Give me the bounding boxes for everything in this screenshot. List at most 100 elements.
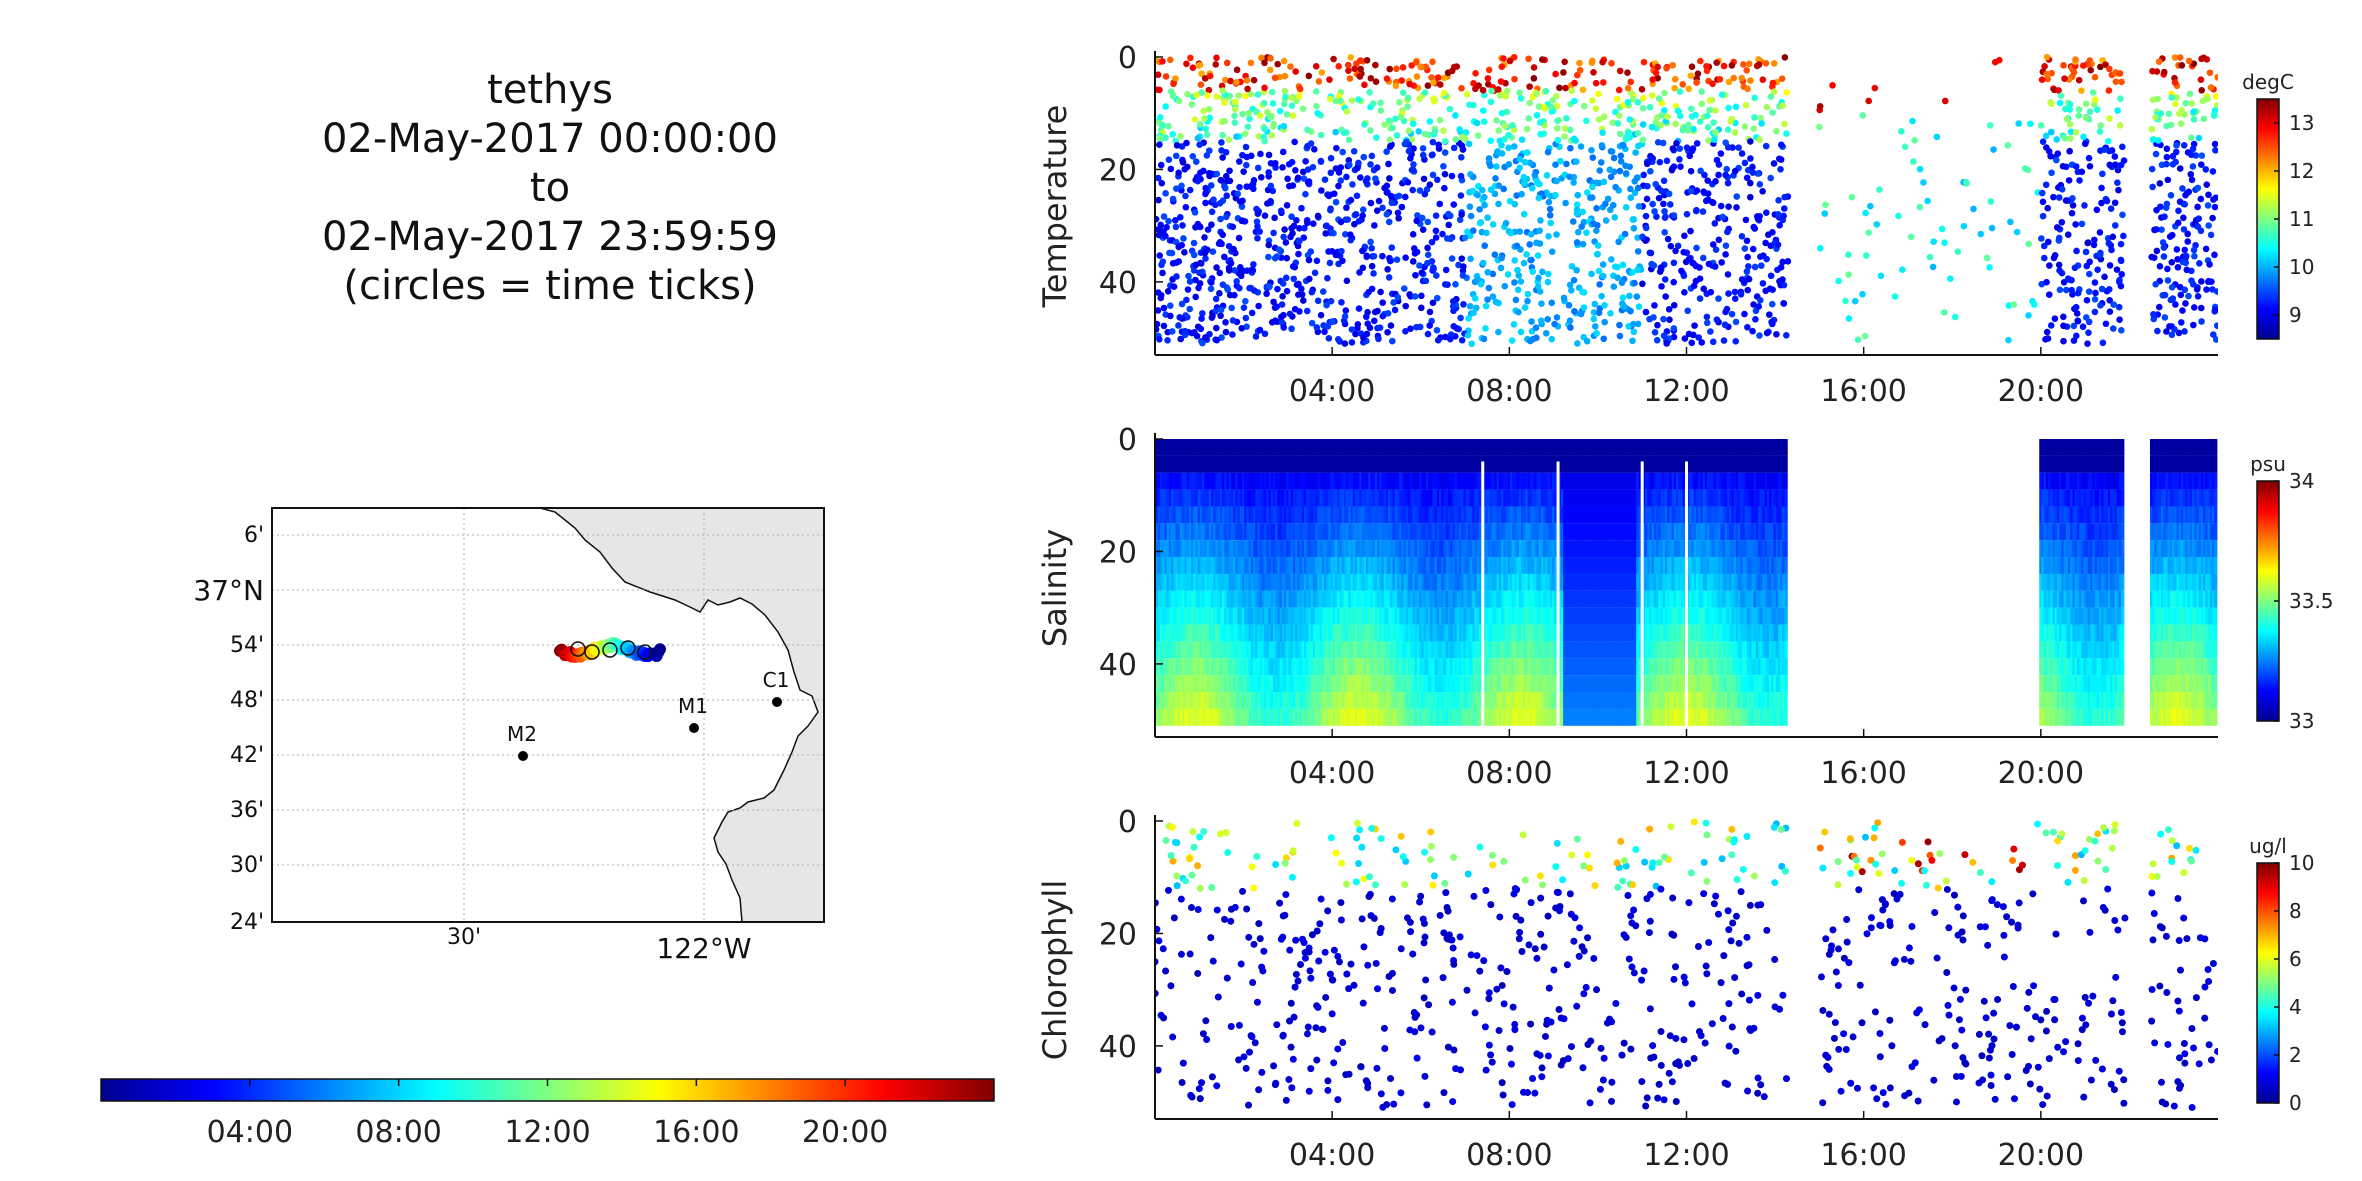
- data-point: [1470, 80, 1477, 87]
- data-point: [1769, 109, 1776, 116]
- data-point: [1352, 211, 1360, 218]
- data-point: [1536, 288, 1544, 295]
- data-point: [1498, 254, 1505, 262]
- data-point: [2076, 177, 2083, 184]
- data-point: [1588, 59, 1596, 66]
- data-point: [1941, 97, 1949, 105]
- data-point: [1186, 305, 1194, 313]
- data-point: [2082, 100, 2090, 108]
- data-point: [1334, 335, 1342, 343]
- data-point: [1600, 178, 1608, 186]
- data-point: [1440, 74, 1448, 82]
- data-point: [1542, 87, 1550, 95]
- data-point: [1338, 299, 1345, 306]
- data-point: [1722, 308, 1729, 316]
- data-point: [1458, 85, 1465, 92]
- data-point: [1343, 204, 1350, 212]
- data-point: [2096, 251, 2104, 259]
- data-point: [1302, 190, 1309, 198]
- data-point: [1346, 161, 1353, 169]
- data-point: [1635, 303, 1643, 311]
- data-point: [2205, 191, 2212, 199]
- data-point: [2081, 140, 2089, 148]
- data-point: [1393, 256, 1401, 263]
- data-point: [1691, 322, 1698, 329]
- data-point: [1688, 63, 1696, 71]
- data-point: [1301, 224, 1308, 232]
- data-point: [1399, 89, 1407, 96]
- data-point: [2197, 76, 2205, 83]
- data-point: [1317, 311, 1325, 319]
- data-point: [1724, 126, 1732, 133]
- data-point: [1324, 323, 1332, 330]
- data-point: [1746, 193, 1754, 201]
- data-point: [1643, 160, 1651, 168]
- data-point: [2025, 312, 2032, 319]
- data-point: [1157, 161, 1165, 169]
- data-point: [1553, 231, 1560, 238]
- data-point: [1267, 182, 1275, 190]
- data-point: [2070, 69, 2078, 76]
- data-point: [1728, 62, 1736, 69]
- data-point: [1345, 136, 1353, 144]
- data-point: [2106, 115, 2113, 122]
- data-point: [1683, 144, 1691, 152]
- data-point: [1348, 326, 1356, 333]
- y-tick-label: 20: [1099, 153, 1137, 188]
- data-point: [1326, 76, 1333, 83]
- data-point: [2040, 254, 2048, 262]
- data-point: [1415, 128, 1422, 135]
- data-point: [1895, 212, 1902, 220]
- data-point: [2115, 303, 2123, 311]
- data-point: [1429, 58, 1436, 66]
- data-point: [2205, 222, 2212, 229]
- data-point: [1773, 330, 1780, 338]
- data-point: [2044, 75, 2051, 83]
- data-point: [1661, 89, 1668, 97]
- data-point: [1527, 337, 1534, 345]
- data-point: [1347, 54, 1355, 61]
- data-point: [1306, 275, 1313, 283]
- data-point: [1367, 238, 1374, 246]
- data-point: [1520, 173, 1528, 181]
- data-point: [1488, 87, 1495, 95]
- data-point: [1601, 318, 1608, 326]
- data-point: [2184, 230, 2191, 238]
- data-point: [2190, 108, 2198, 115]
- data-point: [1627, 194, 1635, 202]
- data-point: [1687, 167, 1695, 175]
- data-point: [1173, 142, 1181, 149]
- data-point: [1539, 268, 1546, 276]
- data-point: [1436, 116, 1444, 124]
- data-point: [1770, 88, 1778, 95]
- data-point: [1676, 88, 1684, 95]
- data-point: [2163, 328, 2170, 335]
- data-point: [1909, 117, 1916, 125]
- data-point: [1265, 241, 1273, 249]
- data-point: [1445, 210, 1452, 218]
- data-point: [1986, 122, 1994, 129]
- data-point: [1536, 119, 1544, 126]
- data-point: [1712, 128, 1719, 136]
- data-point: [2091, 73, 2099, 81]
- data-point: [2015, 120, 2022, 127]
- data-point: [1626, 116, 1634, 123]
- data-point: [1277, 207, 1285, 215]
- data-point: [1371, 308, 1379, 316]
- data-point: [1200, 167, 1207, 175]
- data-point: [1529, 185, 1536, 192]
- data-point: [1300, 175, 1308, 182]
- data-point: [1573, 239, 1581, 246]
- vehicle-name: tethys: [487, 67, 613, 113]
- data-point: [2185, 57, 2193, 65]
- data-point: [1495, 86, 1502, 93]
- data-point: [1521, 180, 1528, 187]
- data-point: [1678, 267, 1685, 275]
- data-point: [2193, 286, 2201, 293]
- data-point: [1339, 257, 1346, 265]
- data-point: [2073, 247, 2080, 255]
- data-point: [1230, 245, 1237, 253]
- data-point: [1485, 66, 1493, 74]
- data-point: [1567, 144, 1574, 152]
- data-point: [1670, 212, 1678, 219]
